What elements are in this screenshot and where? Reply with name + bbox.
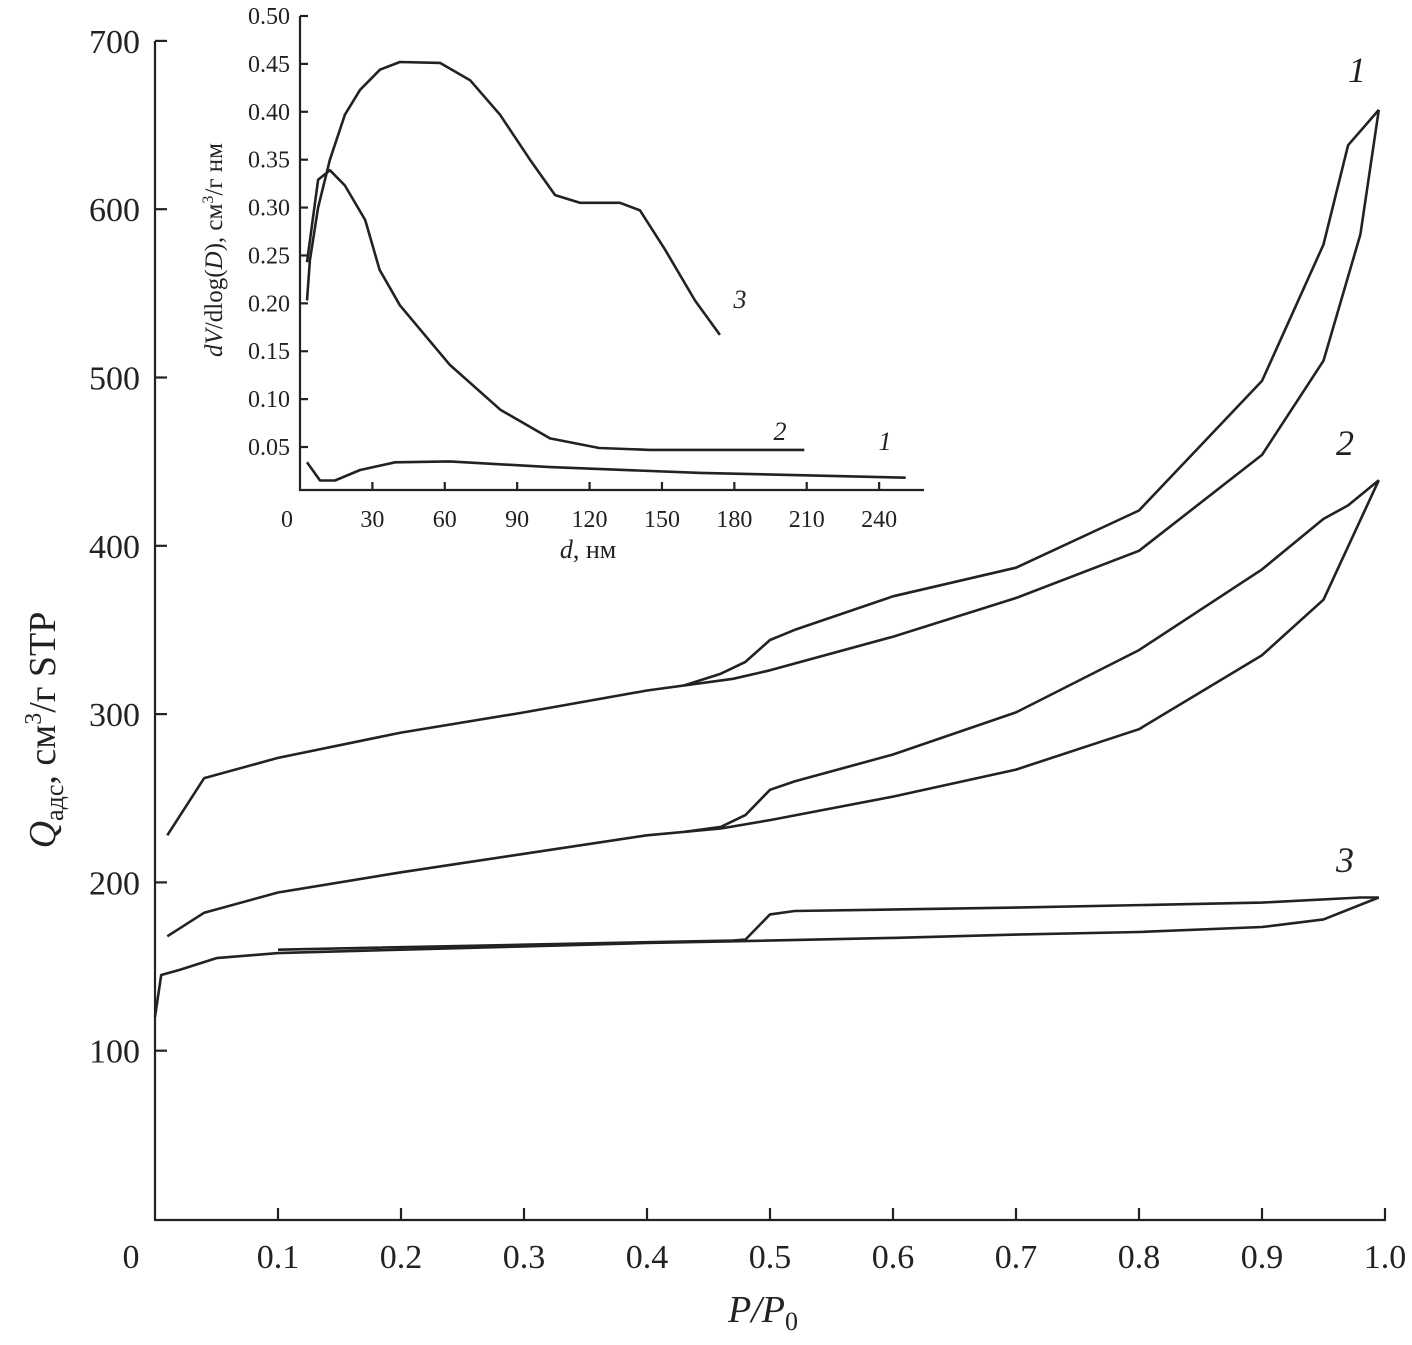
y-tick-label: 600 xyxy=(89,192,140,229)
inset-x-tick-label: 120 xyxy=(572,507,608,533)
series-1-adsorption xyxy=(166,109,1381,837)
series-2-adsorption xyxy=(166,479,1380,938)
series-3-desorption xyxy=(277,896,1379,951)
y-tick-label: 200 xyxy=(89,865,140,902)
inset-x-tick-label: 0 xyxy=(281,507,293,533)
x-tick-label: 0.7 xyxy=(995,1239,1038,1276)
y-tick-label: 500 xyxy=(89,361,140,398)
x-tick-label: 0.5 xyxy=(749,1239,792,1276)
inset-series-2 xyxy=(305,168,805,452)
series-2-desorption xyxy=(683,479,1380,834)
y-tick-label: 400 xyxy=(89,529,140,566)
inset-y-tick-label: 0.20 xyxy=(248,291,290,317)
inset-axes xyxy=(298,16,924,492)
inset-series-1 xyxy=(305,460,906,482)
inset-series-label-1: 1 xyxy=(879,427,892,456)
x-tick-label: 0.8 xyxy=(1118,1239,1161,1276)
inset-y-tick-label: 0.50 xyxy=(248,4,290,30)
x-tick-label: 0.1 xyxy=(257,1239,300,1276)
inset-x-tick-label: 90 xyxy=(505,507,529,533)
inset-x-tick-label: 180 xyxy=(716,507,752,533)
inset-x-tick-label: 60 xyxy=(433,507,457,533)
y-axis-label: Qадс, см3/г STP xyxy=(21,612,69,849)
x-tick-label: 0.3 xyxy=(503,1239,546,1276)
series-label-2: 2 xyxy=(1336,423,1354,463)
inset-y-tick-label: 0.40 xyxy=(248,100,290,126)
inset-x-axis-label: d, нм xyxy=(560,535,616,564)
inset-x-tick-label: 240 xyxy=(861,507,897,533)
series-label-1: 1 xyxy=(1348,50,1366,90)
x-tick-label: 0.4 xyxy=(626,1239,669,1276)
inset-x-tick-label: 150 xyxy=(644,507,680,533)
series-3-adsorption xyxy=(153,896,1380,1018)
inset-x-tick-label: 30 xyxy=(360,507,384,533)
main-axes xyxy=(153,41,1386,1222)
x-tick-label: 0.2 xyxy=(380,1239,423,1276)
inset-y-tick-label: 0.05 xyxy=(248,435,290,461)
inset-y-tick-label: 0.10 xyxy=(248,387,290,413)
x-tick-label: 0 xyxy=(123,1239,140,1276)
x-axis-label: P/P0 xyxy=(727,1289,798,1336)
x-tick-label: 0.6 xyxy=(872,1239,915,1276)
inset-y-tick-label: 0.35 xyxy=(248,148,290,174)
inset-series-label-3: 3 xyxy=(733,285,747,314)
y-tick-label: 300 xyxy=(89,697,140,734)
x-tick-label: 0.9 xyxy=(1241,1239,1284,1276)
inset-y-axis-label: dV/dlog(D), см3/г нм xyxy=(200,143,228,357)
inset-series-label-2: 2 xyxy=(774,417,787,446)
x-tick-label: 1.0 xyxy=(1364,1239,1407,1276)
inset-y-tick-label: 0.25 xyxy=(248,243,290,269)
y-tick-label: 100 xyxy=(89,1034,140,1071)
series-1-desorption xyxy=(683,109,1380,687)
inset-series-3 xyxy=(305,60,721,336)
inset-y-tick-label: 0.45 xyxy=(248,52,290,78)
inset-y-tick-label: 0.15 xyxy=(248,339,290,365)
y-tick-label: 700 xyxy=(89,24,140,61)
series-label-3: 3 xyxy=(1335,840,1354,880)
inset-x-tick-label: 210 xyxy=(789,507,825,533)
inset-y-tick-label: 0.30 xyxy=(248,196,290,222)
